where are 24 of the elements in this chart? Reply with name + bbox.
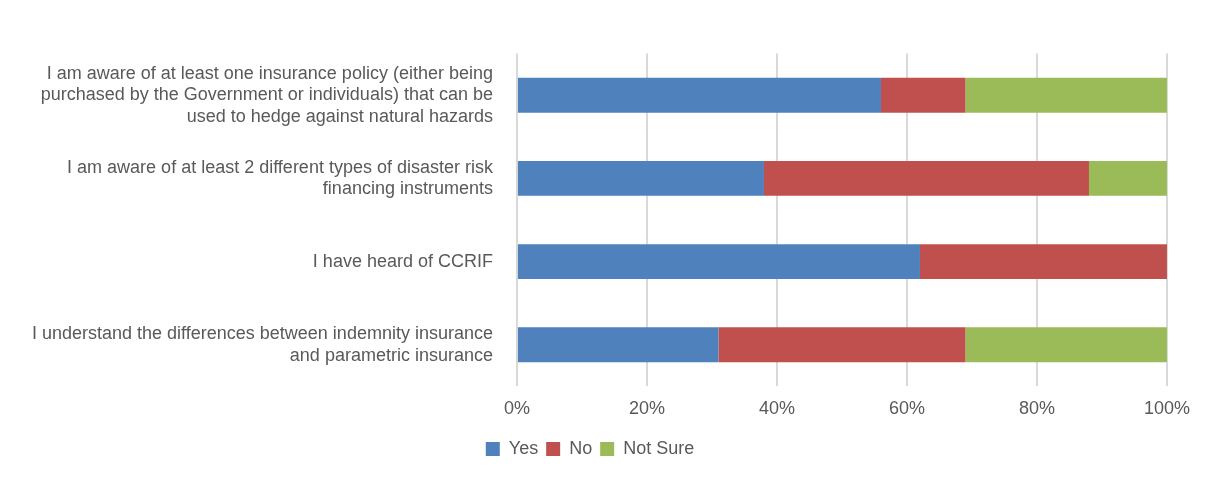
bar xyxy=(517,77,881,113)
x-tick-label: 40% xyxy=(758,398,795,419)
legend-label: No xyxy=(569,437,593,458)
y-tick-label: I am aware of at least one insurance policy (either being purchased by the Government or individuals) that can be used to hedge against natural hazards xyxy=(40,62,493,126)
x-tick-label: 60% xyxy=(888,398,925,419)
legend-label: Not Sure xyxy=(623,437,695,458)
bar xyxy=(965,77,1167,113)
x-tick-label: 100% xyxy=(1143,398,1190,419)
bar xyxy=(919,244,1167,280)
y-tick-label: I am aware of at least 2 different types of disaster risk financing instruments xyxy=(67,156,494,199)
bar xyxy=(517,327,719,363)
x-tick-label: 20% xyxy=(628,398,665,419)
bar xyxy=(718,327,966,363)
x-tick-label: 80% xyxy=(1018,398,1055,419)
x-tick-label: 0% xyxy=(503,398,530,419)
bar xyxy=(763,160,1089,196)
bar xyxy=(965,327,1167,363)
bar xyxy=(1088,160,1167,196)
bar xyxy=(880,77,966,113)
legend-label: Yes xyxy=(508,437,539,458)
bar xyxy=(517,244,920,280)
y-tick-label: I understand the differences between indemnity insurance and parametric insurance xyxy=(31,322,493,365)
y-tick-label: I have heard of CCRIF xyxy=(312,250,493,271)
bar xyxy=(517,160,764,196)
